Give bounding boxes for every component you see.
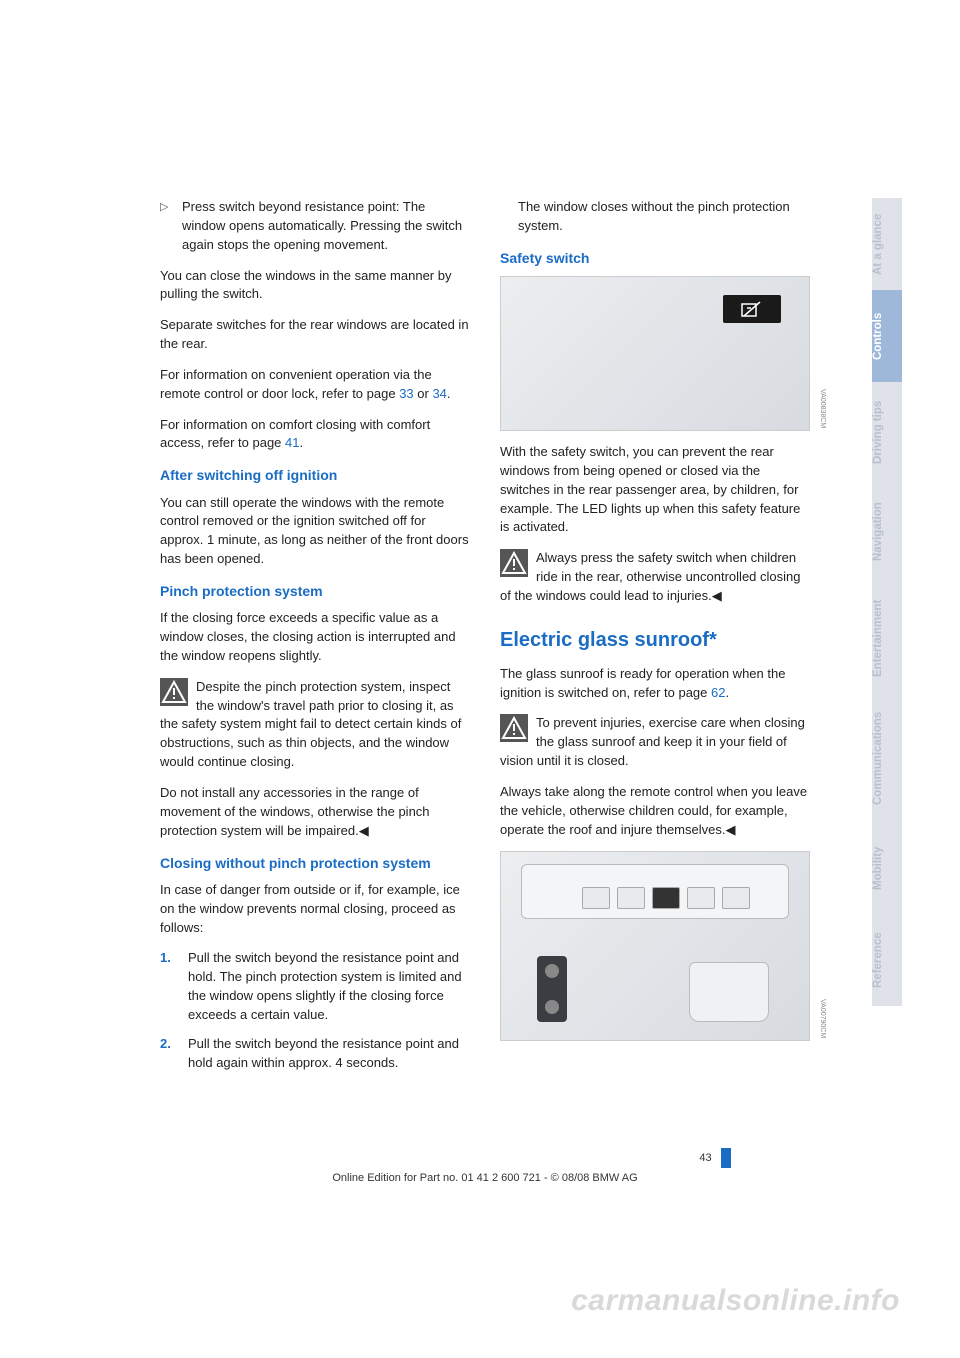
list-text: Pull the switch beyond the resistance po… [188,949,470,1024]
list-number: 1. [160,949,178,1024]
heading-safety-switch: Safety switch [500,248,810,268]
warning-icon [160,678,188,706]
paragraph: The window closes without the pinch prot… [500,198,810,236]
footer-line: Online Edition for Part no. 01 41 2 600 … [332,1172,637,1184]
list-text: Pull the switch beyond the resistance po… [188,1035,470,1073]
warning-text: To prevent injuries, exercise care when … [500,715,805,768]
text: . [447,386,451,401]
warning-block: Always press the safety switch when chil… [500,549,810,606]
paragraph: If the closing force exceeds a specific … [160,609,470,666]
side-tab-communications[interactable]: Communications [872,694,902,822]
roof-button-shape [722,887,750,909]
list-item: 1. Pull the switch beyond the resistance… [160,949,470,1024]
page-link[interactable]: 34 [432,386,446,401]
heading-pinch: Pinch protection system [160,581,470,601]
roof-panel-shape [521,864,789,919]
page-link[interactable]: 62 [711,685,725,700]
paragraph: With the safety switch, you can prevent … [500,443,810,537]
figure-label: VA00790CM [817,999,827,1038]
heading-sunroof: Electric glass sunroof* [500,626,810,655]
paragraph: Separate switches for the rear windows a… [160,316,470,354]
page: ▷ Press switch beyond resistance point: … [0,0,960,1358]
page-link[interactable]: 33 [399,386,413,401]
heading-closing-no-pinch: Closing without pinch protection system [160,853,470,873]
bullet-marker-icon: ▷ [160,198,172,255]
side-tab-driving-tips[interactable]: Driving tips [872,382,902,482]
watermark: carmanualsonline.info [571,1284,900,1318]
safety-switch-icon [723,295,781,323]
side-tab-mobility[interactable]: Mobility [872,822,902,914]
text: or [414,386,433,401]
page-link[interactable]: 41 [285,435,299,450]
warning-text: Despite the pinch protection system, ins… [160,679,461,769]
figure-sunroof: VA00790CM [500,851,810,1041]
page-number-value: 43 [699,1152,711,1164]
right-column: The window closes without the pinch prot… [500,198,810,1082]
paragraph: For information on comfort closing with … [160,416,470,454]
rearview-mirror-shape [689,962,769,1022]
list-number: 2. [160,1035,178,1073]
warning-icon [500,549,528,577]
text: For information on convenient operation … [160,367,432,401]
figure-label: VA00838CM [817,389,827,428]
roof-button-shape [652,887,680,909]
roof-button-shape [687,887,715,909]
figure-safety-switch: VA00838CM [500,276,810,431]
list-item: 2. Pull the switch beyond the resistance… [160,1035,470,1073]
paragraph: In case of danger from outside or if, fo… [160,881,470,938]
side-tab-reference[interactable]: Reference [872,914,902,1006]
side-tab-navigation[interactable]: Navigation [872,482,902,582]
side-tab-controls[interactable]: Controls [872,290,902,382]
paragraph: Do not install any accessories in the ra… [160,784,470,841]
roof-button-shape [617,887,645,909]
paragraph: You can still operate the windows with t… [160,494,470,569]
paragraph: The glass sunroof is ready for operation… [500,665,810,703]
warning-block: To prevent injuries, exercise care when … [500,714,810,771]
warning-icon [500,714,528,742]
heading-after-ignition: After switching off ignition [160,465,470,485]
text: . [299,435,303,450]
content-columns: ▷ Press switch beyond resistance point: … [160,198,810,1082]
page-number: 43 [160,1148,810,1168]
text: The glass sunroof is ready for operation… [500,666,785,700]
paragraph: Always take along the remote control whe… [500,783,810,840]
paragraph: For information on convenient operation … [160,366,470,404]
side-tabs: At a glanceControlsDriving tipsNavigatio… [872,198,902,1006]
warning-block: Despite the pinch protection system, ins… [160,678,470,772]
page-number-bar-icon [721,1148,731,1168]
side-tab-entertainment[interactable]: Entertainment [872,582,902,694]
warning-text: Always press the safety switch when chil… [500,550,800,603]
text: . [725,685,729,700]
footer: 43 Online Edition for Part no. 01 41 2 6… [160,1148,810,1184]
sunroof-control-shape [537,956,567,1022]
bullet-item: ▷ Press switch beyond resistance point: … [160,198,470,255]
bullet-text: Press switch beyond resistance point: Th… [182,198,470,255]
side-tab-at-a-glance[interactable]: At a glance [872,198,902,290]
left-column: ▷ Press switch beyond resistance point: … [160,198,470,1082]
paragraph: You can close the windows in the same ma… [160,267,470,305]
roof-button-shape [582,887,610,909]
